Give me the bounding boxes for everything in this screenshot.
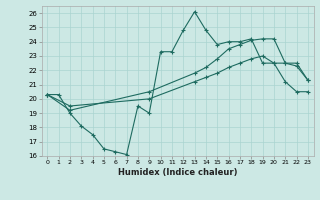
X-axis label: Humidex (Indice chaleur): Humidex (Indice chaleur) (118, 168, 237, 177)
